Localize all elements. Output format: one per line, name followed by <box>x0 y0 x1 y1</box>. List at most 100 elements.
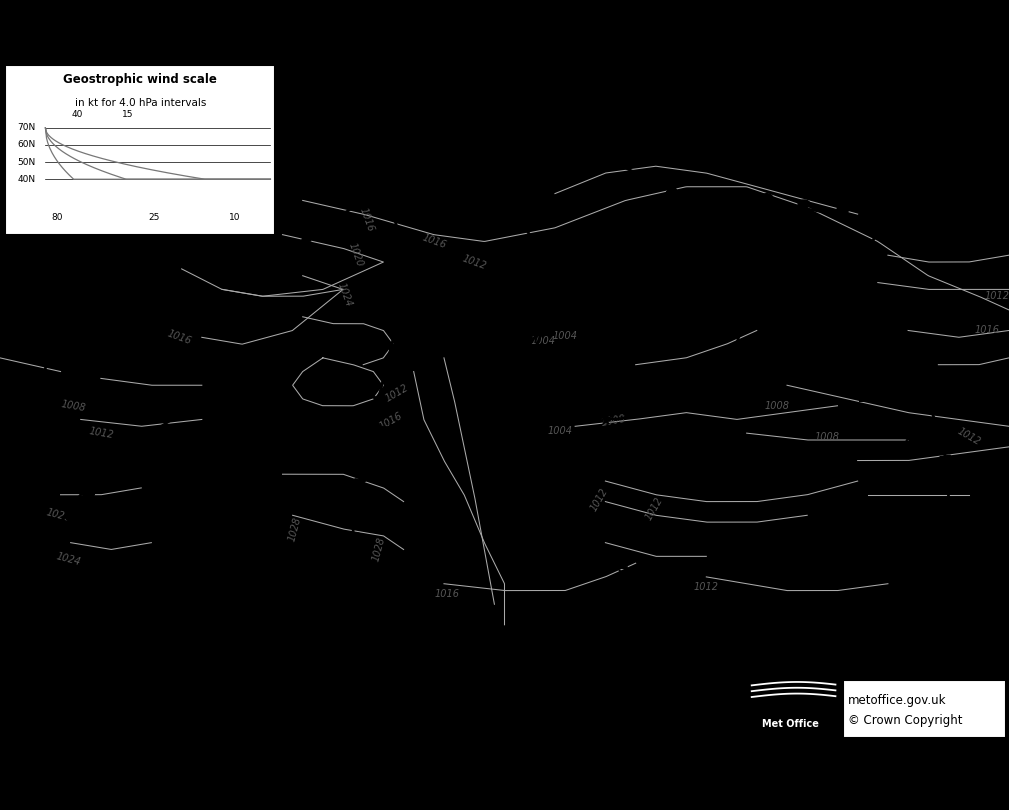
Polygon shape <box>339 429 349 437</box>
Polygon shape <box>5 517 15 523</box>
Text: 40: 40 <box>72 110 84 119</box>
Text: 1017: 1017 <box>894 558 965 582</box>
Circle shape <box>132 168 144 176</box>
Text: 1012: 1012 <box>461 253 487 271</box>
Text: 15: 15 <box>122 110 134 119</box>
Text: Met Office: Met Office <box>762 719 818 729</box>
Polygon shape <box>223 242 233 249</box>
Circle shape <box>865 226 876 234</box>
Text: 1008: 1008 <box>815 432 839 441</box>
Text: 1016: 1016 <box>435 589 459 599</box>
Circle shape <box>83 490 95 498</box>
Polygon shape <box>880 305 890 312</box>
Polygon shape <box>347 561 359 567</box>
Text: 25: 25 <box>148 213 160 222</box>
Text: 998: 998 <box>651 319 703 343</box>
Polygon shape <box>45 322 55 328</box>
Polygon shape <box>702 198 714 206</box>
Text: 10: 10 <box>229 213 241 222</box>
Polygon shape <box>42 272 53 279</box>
Circle shape <box>682 198 693 207</box>
Polygon shape <box>366 424 378 432</box>
Polygon shape <box>568 139 579 145</box>
Circle shape <box>583 282 595 290</box>
Circle shape <box>42 561 54 569</box>
Polygon shape <box>454 143 466 150</box>
Circle shape <box>97 179 109 187</box>
Polygon shape <box>12 565 23 572</box>
Polygon shape <box>532 128 543 136</box>
Text: L: L <box>244 440 256 459</box>
Polygon shape <box>538 321 548 328</box>
Circle shape <box>103 468 114 476</box>
Polygon shape <box>358 197 368 204</box>
Polygon shape <box>546 295 557 302</box>
Circle shape <box>42 218 54 226</box>
Text: metoffice.gov.uk: metoffice.gov.uk <box>848 693 946 706</box>
Text: 1033: 1033 <box>279 570 350 594</box>
Text: 1008: 1008 <box>765 401 789 411</box>
Circle shape <box>798 200 810 208</box>
Polygon shape <box>19 443 29 450</box>
Text: 1028: 1028 <box>287 516 303 543</box>
Text: 1004: 1004 <box>531 336 555 346</box>
Polygon shape <box>398 290 410 296</box>
Text: L: L <box>500 339 513 358</box>
Polygon shape <box>521 344 531 352</box>
Text: 80: 80 <box>51 213 64 222</box>
Text: L: L <box>722 429 735 448</box>
Polygon shape <box>257 424 268 432</box>
Bar <box>5 65 275 235</box>
Circle shape <box>836 207 848 215</box>
Polygon shape <box>379 369 391 377</box>
Bar <box>744 680 1006 738</box>
Polygon shape <box>491 130 503 139</box>
Polygon shape <box>387 208 400 215</box>
Polygon shape <box>742 256 752 262</box>
Text: L: L <box>671 276 683 295</box>
Polygon shape <box>337 669 349 676</box>
Text: 1012: 1012 <box>694 582 718 592</box>
Text: H: H <box>598 402 614 421</box>
Polygon shape <box>45 347 55 353</box>
Circle shape <box>721 192 734 200</box>
Text: 70N: 70N <box>17 123 35 132</box>
Text: 1012: 1012 <box>383 383 410 404</box>
Text: 1016: 1016 <box>357 206 375 233</box>
Polygon shape <box>546 270 556 276</box>
Circle shape <box>905 230 917 238</box>
Polygon shape <box>376 426 387 433</box>
Polygon shape <box>347 533 359 540</box>
Text: L: L <box>903 419 915 438</box>
Circle shape <box>265 249 277 257</box>
Polygon shape <box>25 418 35 425</box>
Text: 1013: 1013 <box>571 445 642 469</box>
Text: 1004: 1004 <box>548 426 572 436</box>
Polygon shape <box>666 185 678 192</box>
Text: 1028: 1028 <box>370 536 386 563</box>
Text: H: H <box>921 515 937 534</box>
Polygon shape <box>742 305 752 312</box>
Text: 1024: 1024 <box>55 552 82 568</box>
Text: 1001: 1001 <box>874 462 944 486</box>
Text: 1016: 1016 <box>166 328 193 347</box>
Polygon shape <box>299 429 309 437</box>
Polygon shape <box>393 235 405 242</box>
Polygon shape <box>633 170 645 177</box>
Polygon shape <box>606 262 616 268</box>
Polygon shape <box>339 614 351 621</box>
Polygon shape <box>742 280 752 287</box>
Polygon shape <box>398 262 410 270</box>
Circle shape <box>531 383 542 391</box>
Polygon shape <box>344 587 356 595</box>
Polygon shape <box>932 429 942 437</box>
Circle shape <box>543 327 555 335</box>
Text: 1011: 1011 <box>215 483 286 507</box>
Polygon shape <box>15 590 25 596</box>
Text: L: L <box>884 340 896 359</box>
Text: L: L <box>444 260 456 279</box>
Polygon shape <box>906 353 915 360</box>
Text: 1004: 1004 <box>415 303 485 327</box>
Text: 1016: 1016 <box>377 410 404 432</box>
Polygon shape <box>13 467 23 474</box>
